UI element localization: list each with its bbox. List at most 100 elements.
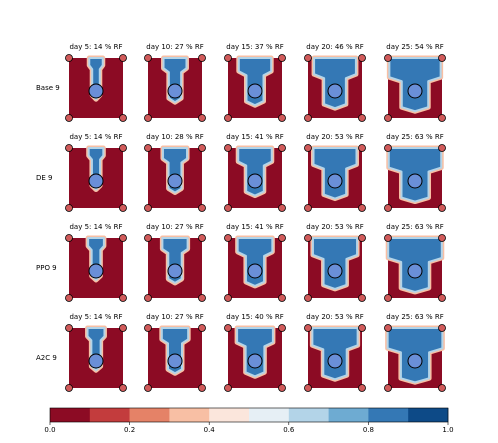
- producer-well: [198, 54, 206, 62]
- producer-well: [358, 54, 366, 62]
- producer-well: [304, 384, 312, 392]
- colorbar-frame: [49, 407, 449, 423]
- producer-well: [384, 144, 392, 152]
- colorbar-segment: [368, 408, 409, 422]
- producer-well: [144, 144, 152, 152]
- colorbar-segment: [288, 408, 329, 422]
- heatmap-panel: [384, 54, 446, 122]
- producer-well: [119, 384, 127, 392]
- flooded-region: [236, 327, 274, 378]
- colorbar-tick-label: 0.0: [44, 426, 55, 434]
- producer-well: [384, 234, 392, 242]
- producer-well: [119, 324, 127, 332]
- colorbar-segment: [209, 408, 250, 422]
- heatmap-panel: [144, 144, 206, 212]
- producer-well: [65, 54, 73, 62]
- producer-well: [384, 384, 392, 392]
- producer-well: [198, 144, 206, 152]
- injector-well: [247, 83, 263, 99]
- producer-well: [304, 324, 312, 332]
- flooded-region: [237, 147, 273, 197]
- producer-well: [144, 234, 152, 242]
- producer-well: [65, 234, 73, 242]
- producer-well: [384, 54, 392, 62]
- producer-well: [224, 144, 232, 152]
- producer-well: [278, 384, 286, 392]
- colorbar-tick-label: 0.4: [204, 426, 216, 434]
- heatmap-panel: [65, 54, 127, 122]
- producer-well: [358, 294, 366, 302]
- producer-well: [438, 114, 446, 122]
- producer-well: [384, 204, 392, 212]
- producer-well: [144, 114, 152, 122]
- flooded-region: [311, 237, 359, 290]
- producer-well: [304, 54, 312, 62]
- producer-well: [438, 54, 446, 62]
- producer-well: [278, 324, 286, 332]
- colorbar-segment: [169, 408, 210, 422]
- row-label: DE 9: [36, 174, 53, 182]
- injector-well: [167, 263, 183, 279]
- panel-title: day 15: 40 % RF: [226, 313, 284, 321]
- producer-well: [65, 324, 73, 332]
- heatmap-panel: [224, 324, 286, 392]
- producer-well: [224, 114, 232, 122]
- producer-well: [119, 144, 127, 152]
- flooded-region: [313, 57, 357, 110]
- heatmap-panel: [144, 324, 206, 392]
- producer-well: [144, 324, 152, 332]
- panel-title: day 20: 46 % RF: [306, 43, 364, 51]
- colorbar-segment: [50, 408, 91, 422]
- producer-well: [224, 234, 232, 242]
- row-label: Base 9: [36, 84, 60, 92]
- producer-well: [384, 294, 392, 302]
- panel-title: day 15: 41 % RF: [226, 223, 284, 231]
- producer-well: [278, 204, 286, 212]
- injector-well: [88, 353, 104, 369]
- producer-well: [358, 144, 366, 152]
- injector-well: [247, 263, 263, 279]
- producer-well: [384, 114, 392, 122]
- producer-well: [278, 234, 286, 242]
- heatmap-panel: [65, 144, 127, 212]
- producer-well: [438, 204, 446, 212]
- injector-well: [247, 173, 263, 189]
- injector-well: [88, 173, 104, 189]
- injector-well: [88, 263, 104, 279]
- injector-well: [407, 353, 423, 369]
- injector-well: [327, 173, 343, 189]
- panel-title: day 25: 63 % RF: [386, 313, 444, 321]
- heatmap-panel: [304, 234, 366, 302]
- producer-well: [65, 204, 73, 212]
- producer-well: [144, 294, 152, 302]
- producer-well: [65, 144, 73, 152]
- producer-well: [224, 54, 232, 62]
- producer-well: [278, 114, 286, 122]
- producer-well: [224, 204, 232, 212]
- heatmap-panel: [304, 54, 366, 122]
- colorbar-tick-label: 1.0: [442, 426, 453, 434]
- colorbar-segment: [129, 408, 170, 422]
- producer-well: [198, 294, 206, 302]
- heatmap-panel: [65, 324, 127, 392]
- producer-well: [304, 204, 312, 212]
- flooded-region: [236, 237, 274, 287]
- producer-well: [198, 324, 206, 332]
- panel-title: day 5: 14 % RF: [69, 133, 122, 141]
- producer-well: [278, 294, 286, 302]
- panel-title: day 25: 54 % RF: [386, 43, 444, 51]
- heatmap-panel: [224, 54, 286, 122]
- producer-well: [119, 294, 127, 302]
- flooded-region: [312, 147, 358, 200]
- heatmap-panel: [304, 324, 366, 392]
- injector-well: [167, 353, 183, 369]
- producer-well: [198, 384, 206, 392]
- producer-well: [65, 114, 73, 122]
- producer-well: [438, 144, 446, 152]
- injector-well: [407, 263, 423, 279]
- injector-well: [88, 83, 104, 99]
- producer-well: [198, 114, 206, 122]
- producer-well: [144, 54, 152, 62]
- producer-well: [438, 234, 446, 242]
- colorbar-segment: [328, 408, 369, 422]
